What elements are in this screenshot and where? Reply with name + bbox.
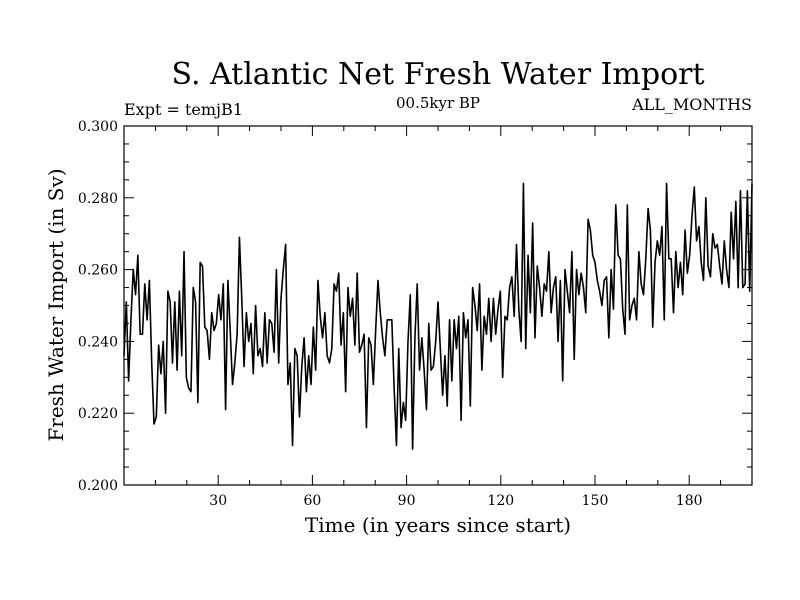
chart-title: S. Atlantic Net Fresh Water Import <box>171 57 704 92</box>
x-tick-label: 120 <box>487 493 514 509</box>
y-tick-labels: 0.200 0.220 0.240 0.260 0.280 0.300 <box>78 119 118 494</box>
axis-ticks <box>124 126 752 485</box>
expt-label: Expt = temjB1 <box>124 100 243 119</box>
x-tick-label: 180 <box>676 493 703 509</box>
y-tick-label: 0.220 <box>78 406 118 422</box>
x-tick-label: 60 <box>303 493 321 509</box>
y-tick-label: 0.260 <box>78 263 118 279</box>
y-axis-label: Fresh Water Import (in Sv) <box>44 168 68 441</box>
y-tick-label: 0.300 <box>78 119 118 135</box>
y-tick-label: 0.280 <box>78 191 118 207</box>
x-tick-labels: 30 60 90 120 150 180 <box>209 493 702 509</box>
x-tick-label: 90 <box>398 493 416 509</box>
data-series-line <box>123 182 753 450</box>
y-tick-label: 0.240 <box>78 334 118 350</box>
months-label: ALL_MONTHS <box>631 95 752 114</box>
period-label: 00.5kyr BP <box>396 94 480 112</box>
x-tick-label: 30 <box>209 493 227 509</box>
x-axis-label: Time (in years since start) <box>305 513 571 537</box>
y-tick-label: 0.200 <box>78 478 118 494</box>
x-tick-label: 150 <box>582 493 609 509</box>
